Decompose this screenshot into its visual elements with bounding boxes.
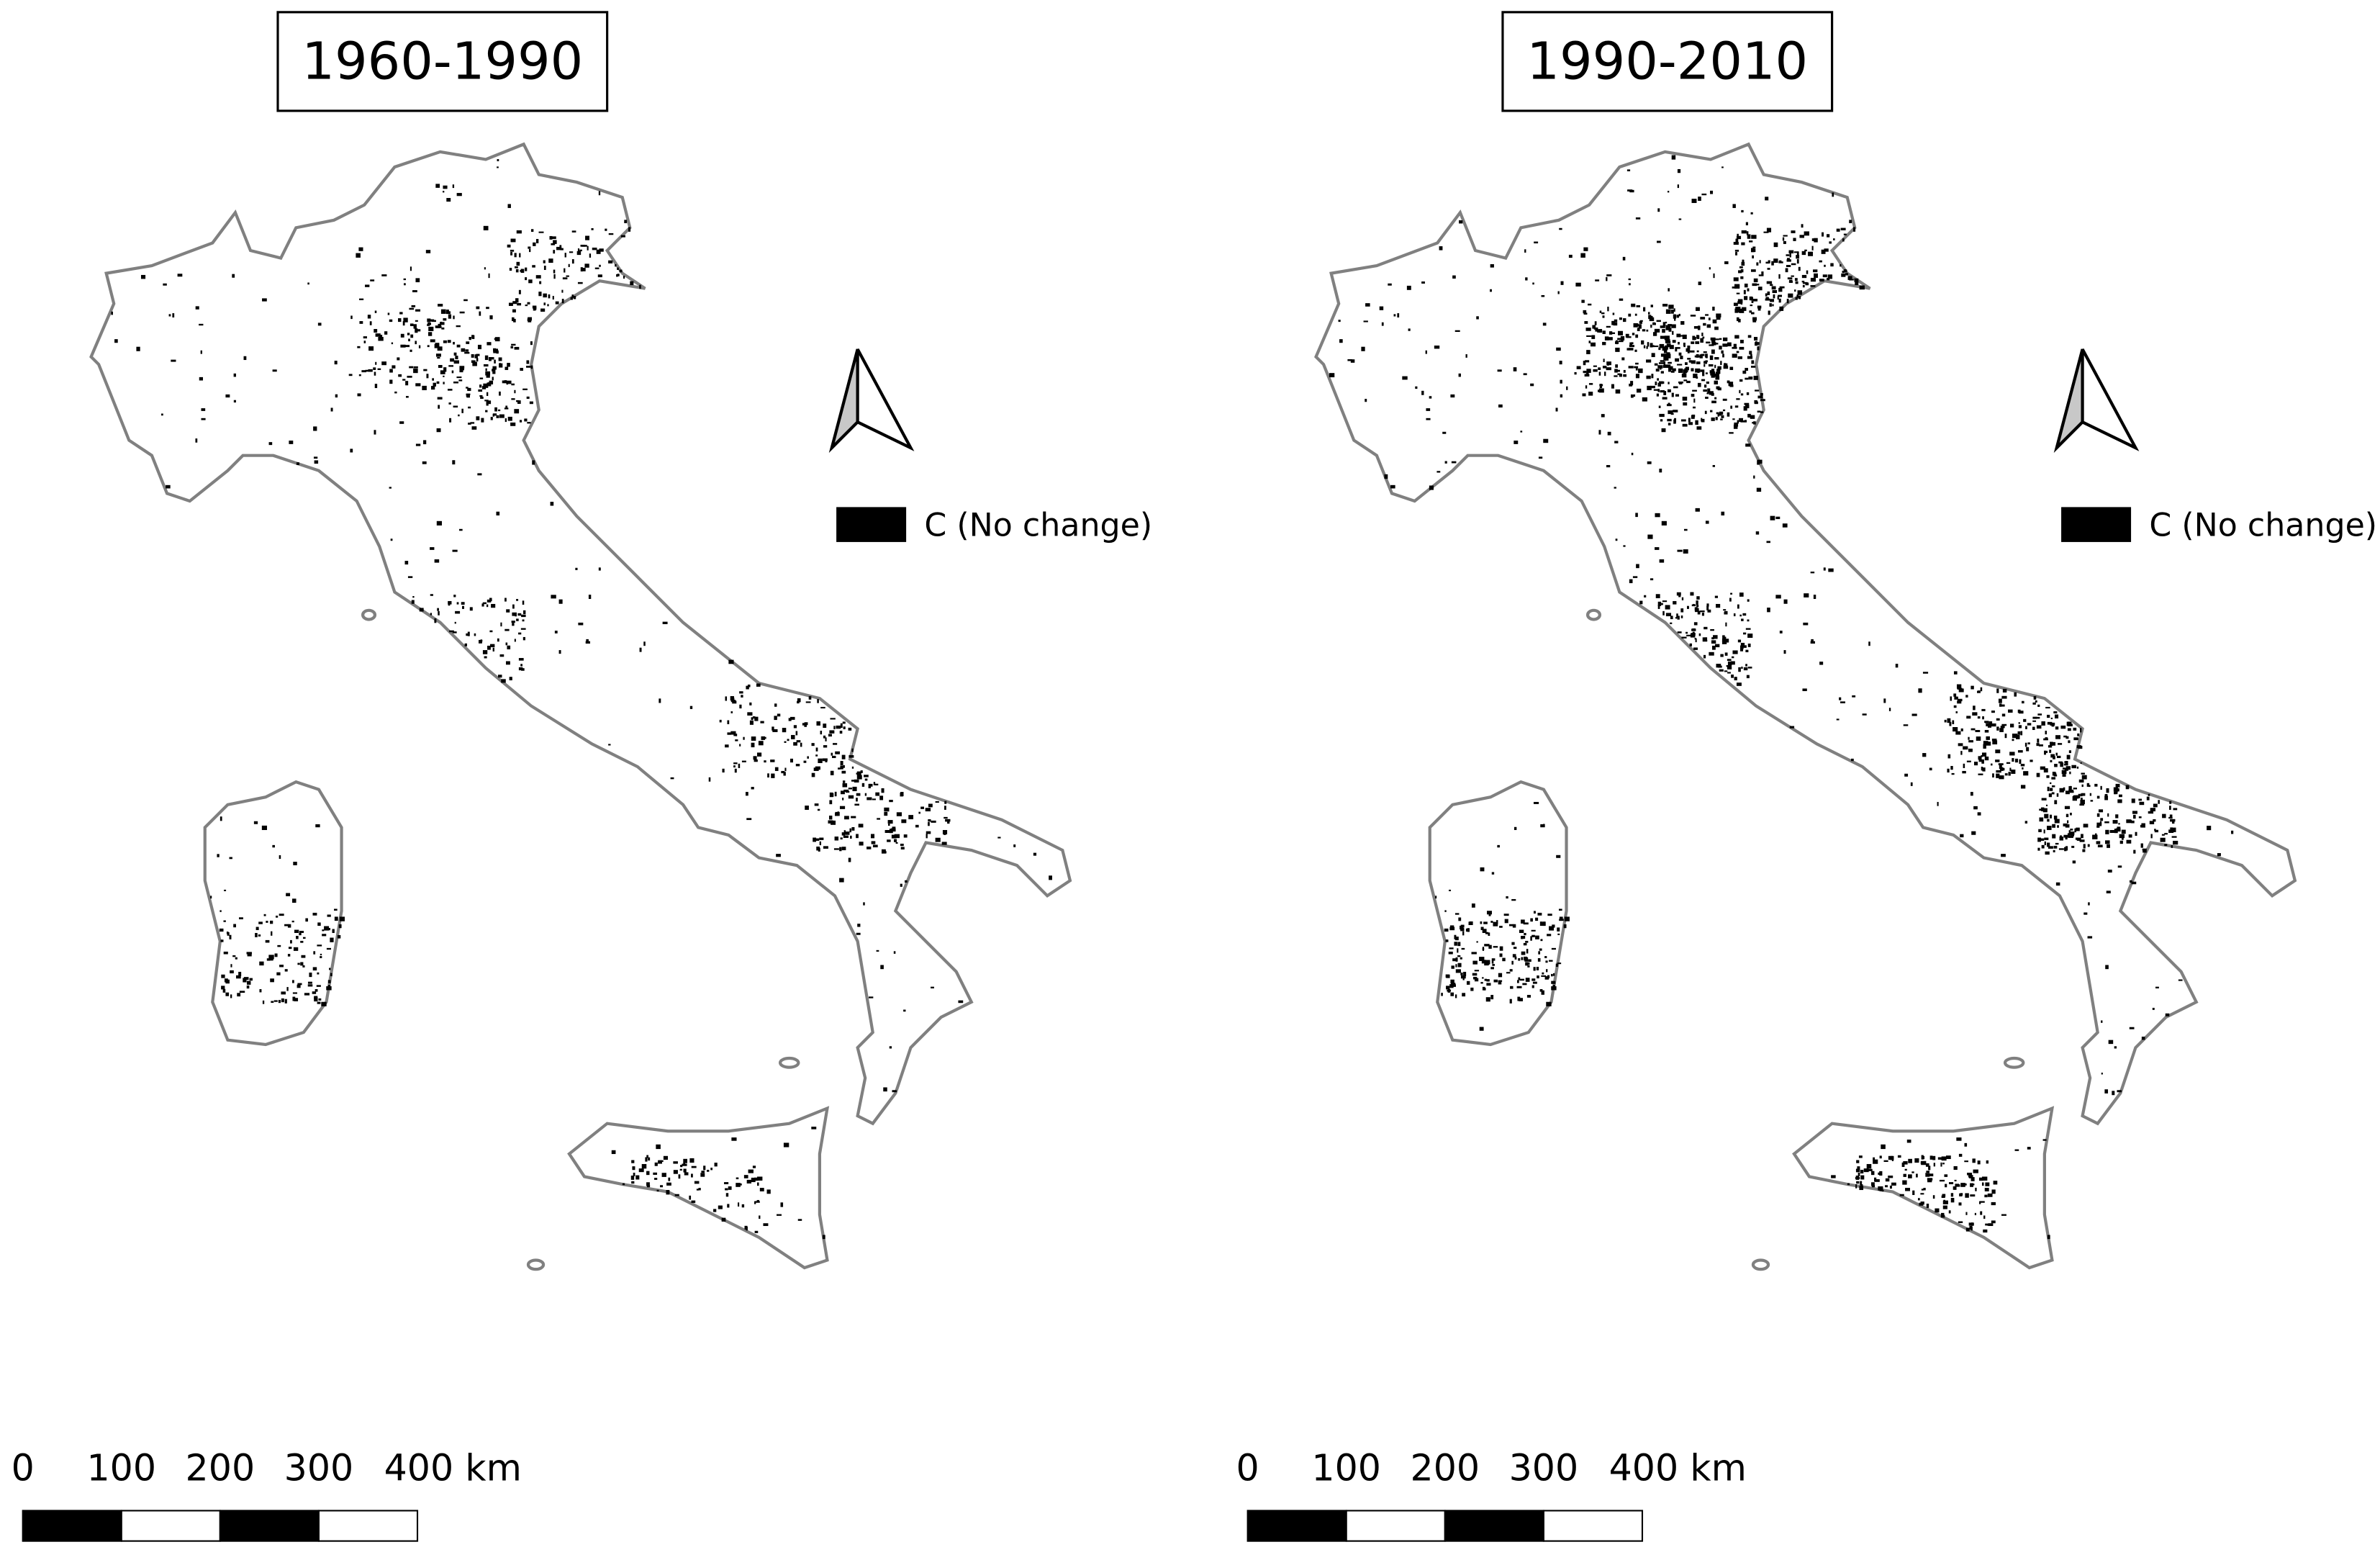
scale-label: 200 bbox=[1411, 1446, 1480, 1489]
speckles bbox=[1329, 155, 2234, 1240]
scale-segment bbox=[317, 1510, 419, 1542]
map-panel: 1990-2010 C (No change) 0 100 200 300 400 km bbox=[1236, 11, 2377, 1542]
legend-label: C (No change) bbox=[924, 507, 1152, 544]
scale-label: 300 bbox=[1509, 1446, 1579, 1489]
legend-swatch bbox=[2061, 507, 2132, 542]
title-box bbox=[276, 11, 609, 112]
italy-outline bbox=[1316, 144, 2295, 1269]
scale-segment bbox=[120, 1510, 221, 1542]
north-arrow-right bbox=[856, 348, 915, 451]
legend-swatch bbox=[836, 507, 907, 542]
panel-title: 1990-2010 bbox=[1526, 31, 1808, 91]
scale-label: 100 bbox=[86, 1446, 156, 1489]
scale-label: 0 bbox=[12, 1446, 35, 1489]
scale-label: 300 bbox=[284, 1446, 354, 1489]
scale-label: 400 km bbox=[384, 1446, 522, 1489]
scale-segment bbox=[1345, 1510, 1446, 1542]
speckles bbox=[111, 159, 1053, 1240]
scale-segment bbox=[1444, 1510, 1544, 1542]
scale-segment bbox=[22, 1510, 122, 1542]
scale-label: 100 bbox=[1311, 1446, 1381, 1489]
title-box bbox=[1501, 11, 1834, 112]
north-arrow-right bbox=[2081, 348, 2140, 451]
north-arrow-left bbox=[828, 348, 859, 454]
scale-label: 400 km bbox=[1609, 1446, 1747, 1489]
north-arrow-left bbox=[2053, 348, 2084, 454]
legend-label: C (No change) bbox=[2149, 507, 2377, 544]
italy-outline bbox=[91, 144, 1070, 1269]
scale-label: 200 bbox=[186, 1446, 255, 1489]
scale-segment bbox=[219, 1510, 320, 1542]
scale-segment bbox=[1246, 1510, 1347, 1542]
scale-segment bbox=[1542, 1510, 1644, 1542]
panel-title: 1960-1990 bbox=[302, 31, 583, 91]
map-panel: 1960-1990 C (No change) 0 100 200 300 400 km bbox=[12, 11, 1152, 1542]
scale-label: 0 bbox=[1236, 1446, 1259, 1489]
